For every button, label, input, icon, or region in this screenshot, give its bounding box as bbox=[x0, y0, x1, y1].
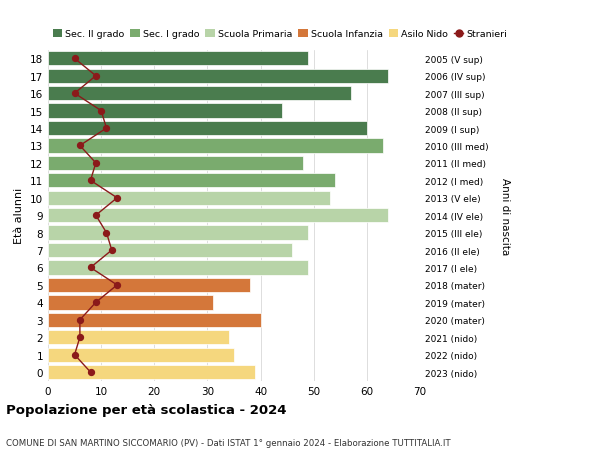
Point bbox=[86, 264, 95, 272]
Point bbox=[70, 56, 79, 63]
Bar bbox=[48, 226, 308, 240]
Point bbox=[75, 142, 85, 150]
Bar bbox=[48, 139, 383, 153]
Bar bbox=[48, 157, 303, 171]
Point bbox=[86, 369, 95, 376]
Point bbox=[91, 160, 101, 167]
Bar bbox=[48, 69, 388, 84]
Point bbox=[91, 73, 101, 80]
Bar bbox=[48, 87, 351, 101]
Point bbox=[75, 316, 85, 324]
Bar bbox=[48, 191, 329, 206]
Point bbox=[112, 195, 122, 202]
Text: COMUNE DI SAN MARTINO SICCOMARIO (PV) - Dati ISTAT 1° gennaio 2024 - Elaborazion: COMUNE DI SAN MARTINO SICCOMARIO (PV) - … bbox=[6, 438, 451, 447]
Point bbox=[107, 247, 116, 254]
Text: Popolazione per età scolastica - 2024: Popolazione per età scolastica - 2024 bbox=[6, 403, 287, 416]
Point bbox=[112, 282, 122, 289]
Y-axis label: Anni di nascita: Anni di nascita bbox=[500, 177, 509, 254]
Bar bbox=[48, 296, 213, 310]
Y-axis label: Età alunni: Età alunni bbox=[14, 188, 25, 244]
Bar bbox=[48, 243, 292, 257]
Bar bbox=[48, 278, 250, 292]
Point bbox=[91, 299, 101, 306]
Bar bbox=[48, 313, 260, 327]
Point bbox=[91, 212, 101, 219]
Bar bbox=[48, 261, 308, 275]
Point bbox=[70, 90, 79, 98]
Point bbox=[70, 351, 79, 358]
Point bbox=[101, 125, 111, 133]
Bar bbox=[48, 208, 388, 223]
Point bbox=[86, 177, 95, 185]
Bar bbox=[48, 348, 234, 362]
Bar bbox=[48, 365, 255, 380]
Bar bbox=[48, 52, 308, 66]
Bar bbox=[48, 104, 282, 118]
Point bbox=[97, 108, 106, 115]
Bar bbox=[48, 330, 229, 345]
Point bbox=[101, 230, 111, 237]
Legend: Sec. II grado, Sec. I grado, Scuola Primaria, Scuola Infanzia, Asilo Nido, Stran: Sec. II grado, Sec. I grado, Scuola Prim… bbox=[53, 30, 508, 39]
Point bbox=[75, 334, 85, 341]
Bar bbox=[48, 174, 335, 188]
Bar bbox=[48, 122, 367, 136]
